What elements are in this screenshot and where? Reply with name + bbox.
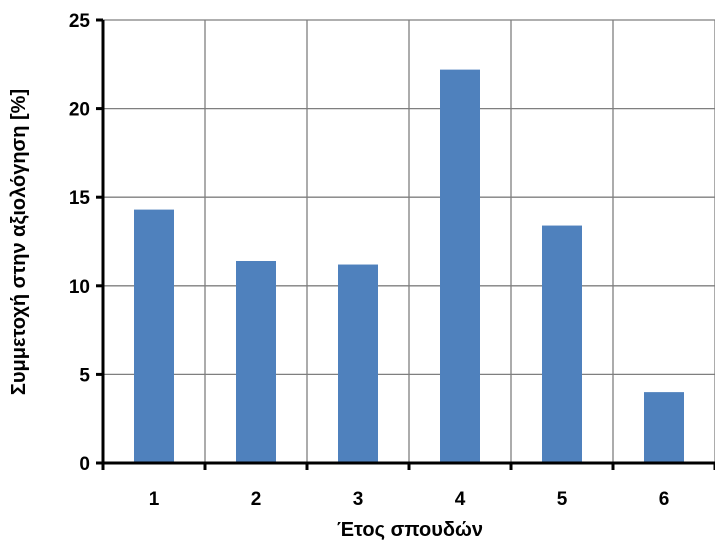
tick-labels: 0 5 10 15 20 25 1 2 3 4 5 6 <box>69 11 669 510</box>
bar-year-1 <box>134 209 174 463</box>
y-tick-label: 10 <box>69 277 90 298</box>
bar-year-2 <box>236 260 276 463</box>
x-tick-label: 6 <box>659 489 670 510</box>
bar-year-6 <box>644 392 684 463</box>
x-tick-label: 5 <box>557 489 568 510</box>
bars <box>134 69 684 463</box>
y-tick-label: 15 <box>69 188 91 209</box>
x-tick-label: 4 <box>455 489 466 510</box>
y-tick-label: 25 <box>69 11 91 32</box>
x-axis-title: Έτος σπουδών <box>337 519 483 541</box>
x-tick-label: 1 <box>149 489 160 510</box>
y-tick-label: 0 <box>79 454 90 475</box>
y-tick-label: 5 <box>79 365 90 386</box>
bar-year-5 <box>542 225 582 463</box>
bar-year-4 <box>440 69 480 463</box>
bar-year-3 <box>338 264 378 463</box>
grid-lines <box>103 19 715 463</box>
y-tick-label: 20 <box>69 100 90 121</box>
x-tick-label: 3 <box>353 489 364 510</box>
x-tick-label: 2 <box>251 489 262 510</box>
axes <box>96 18 715 470</box>
y-axis-title: Συμμετοχή στην αξιολόγηση [%] <box>8 89 30 395</box>
